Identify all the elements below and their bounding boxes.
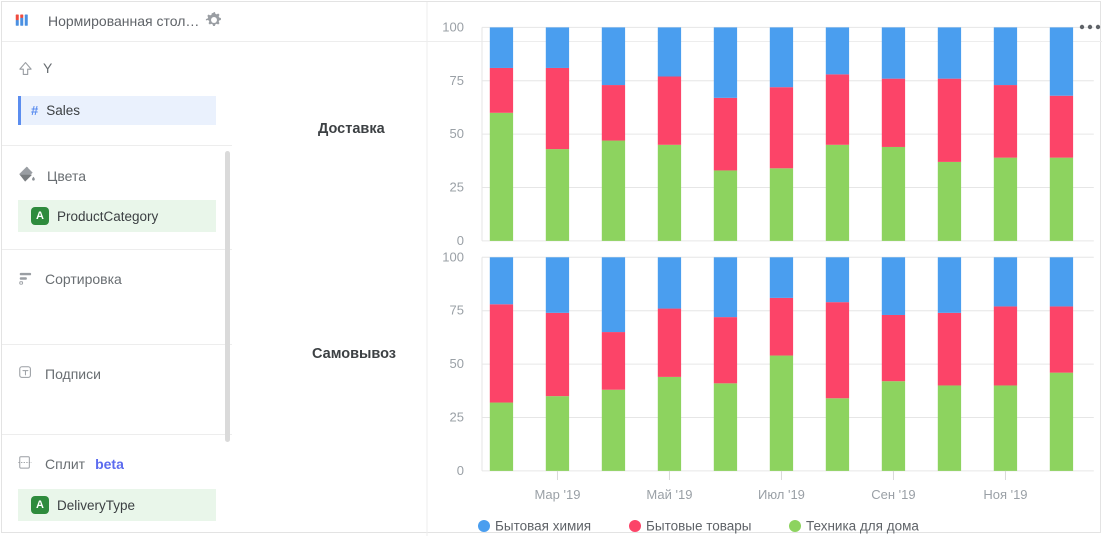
- svg-text:50: 50: [450, 126, 464, 141]
- svg-text:50: 50: [450, 356, 464, 371]
- svg-text:0: 0: [457, 233, 464, 248]
- svg-text:Сен '19: Сен '19: [871, 487, 915, 502]
- svg-text:25: 25: [450, 180, 464, 195]
- svg-text:100: 100: [442, 19, 464, 34]
- svg-text:75: 75: [450, 73, 464, 88]
- svg-text:Техника для дома: Техника для дома: [806, 519, 919, 534]
- svg-text:Бытовые товары: Бытовые товары: [646, 519, 752, 534]
- svg-text:25: 25: [450, 410, 464, 425]
- svg-text:100: 100: [442, 249, 464, 264]
- svg-text:75: 75: [450, 303, 464, 318]
- svg-text:Бытовая химия: Бытовая химия: [495, 519, 591, 534]
- svg-text:0: 0: [457, 463, 464, 478]
- svg-text:Май '19: Май '19: [646, 487, 692, 502]
- svg-text:Мар '19: Мар '19: [534, 487, 580, 502]
- svg-text:Июл '19: Июл '19: [758, 487, 805, 502]
- svg-text:Ноя '19: Ноя '19: [983, 487, 1027, 502]
